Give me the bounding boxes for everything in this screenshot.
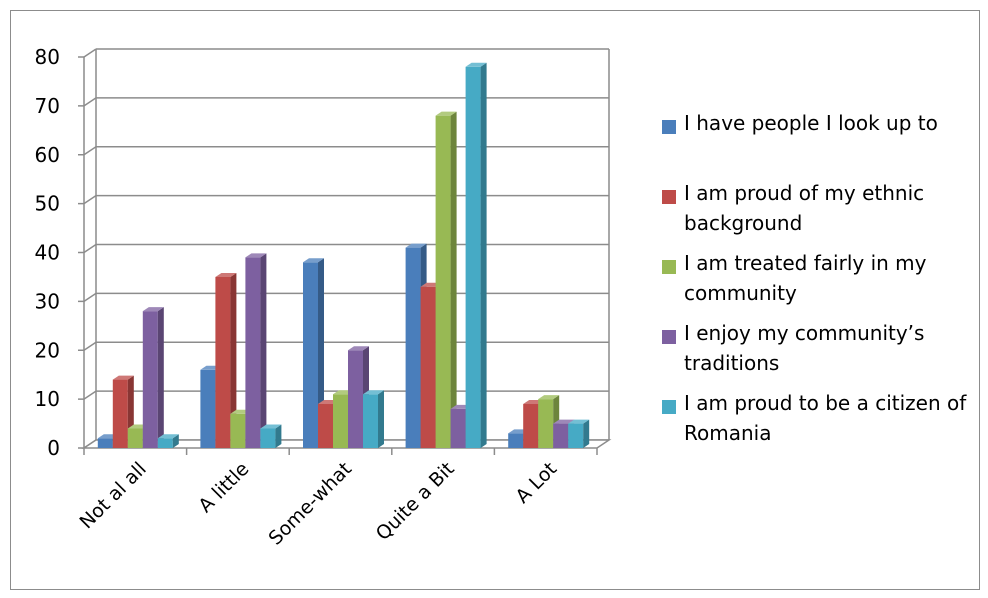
y-tick-label: 40: [35, 241, 60, 265]
y-tick-label: 0: [47, 436, 60, 460]
bar-side: [378, 390, 384, 448]
bar: [420, 286, 436, 448]
bar-top: [435, 111, 457, 116]
legend-item: I am proud to be a citizen of Romania: [662, 388, 982, 458]
bar: [112, 379, 128, 448]
legend-label: I have people I look up to: [684, 111, 938, 135]
y-tick-label: 70: [35, 94, 60, 118]
legend-label: I am proud of my ethnic background: [684, 181, 925, 235]
bar: [435, 115, 451, 449]
bar: [553, 423, 569, 448]
bar: [523, 404, 539, 448]
bar: [465, 66, 481, 449]
bar-top: [157, 434, 179, 439]
bar: [215, 276, 231, 448]
x-tick-label: Some-what: [265, 458, 357, 550]
bar-top: [142, 307, 164, 312]
bar-top: [553, 419, 575, 424]
bar: [538, 399, 554, 448]
bar-side: [275, 424, 282, 448]
bar-top: [303, 258, 324, 263]
legend-swatch: [662, 260, 676, 274]
bar: [230, 413, 246, 448]
bar-top: [245, 253, 267, 258]
legend: I have people I look up to I am proud of…: [662, 108, 982, 458]
bar-side: [318, 258, 324, 448]
bar-top: [465, 62, 487, 67]
chart-frame: [10, 10, 980, 590]
y-tick-label: 50: [35, 192, 60, 216]
side-gridline: [83, 243, 97, 254]
bar-top: [112, 375, 134, 380]
bar: [97, 438, 113, 448]
bar: [127, 428, 143, 448]
x-tick-label: A Lot: [511, 458, 561, 508]
bar: [348, 350, 363, 448]
y-tick-label: 30: [35, 289, 60, 313]
bar-side: [583, 419, 590, 448]
side-gridline: [83, 48, 97, 58]
bar-side: [260, 253, 267, 448]
legend-item: I enjoy my community’s traditions: [662, 318, 982, 388]
bar: [303, 262, 318, 448]
bar: [245, 257, 261, 448]
bar: [568, 423, 584, 448]
bar-side: [480, 62, 487, 449]
bar-side: [172, 434, 179, 448]
bar-top: [363, 390, 384, 395]
legend-swatch: [662, 120, 676, 134]
legend-label: I enjoy my community’s traditions: [684, 321, 925, 375]
legend-swatch: [662, 330, 676, 344]
side-gridline: [83, 195, 97, 205]
bar: [260, 428, 276, 448]
side-gridline: [83, 97, 97, 107]
side-gridline: [83, 292, 97, 302]
bar-top: [348, 346, 369, 351]
bar-side: [450, 111, 457, 449]
y-tick-label: 80: [35, 45, 60, 69]
bar-side: [157, 307, 164, 448]
side-gridline: [83, 390, 97, 400]
bar-top: [405, 243, 427, 248]
x-tick-label: Quite a Bit: [372, 458, 459, 545]
bar-top: [538, 395, 560, 400]
legend-label: I am proud to be a citizen of Romania: [684, 391, 967, 445]
x-tick-label: Not al all: [76, 458, 151, 533]
legend-swatch: [662, 400, 676, 414]
y-tick-label: 10: [35, 387, 60, 411]
bar: [363, 394, 378, 448]
x-tick-label: A little: [194, 458, 253, 517]
bar: [450, 408, 466, 448]
legend-item: I am treated fairly in my community: [662, 248, 982, 318]
bar-top: [215, 272, 237, 277]
bar-top: [260, 424, 282, 429]
y-tick-label: 20: [35, 338, 60, 362]
bar: [508, 433, 524, 448]
side-gridline: [83, 341, 97, 351]
bar: [318, 404, 333, 448]
legend-item: I have people I look up to: [662, 108, 982, 178]
bar: [405, 247, 421, 448]
legend-label: I am treated fairly in my community: [684, 251, 927, 305]
bar: [157, 438, 173, 448]
bar: [142, 311, 158, 448]
legend-item: I am proud of my ethnic background: [662, 178, 982, 248]
bar-side: [230, 272, 237, 448]
bar-top: [568, 419, 590, 424]
side-gridline: [83, 146, 97, 156]
y-tick-label: 60: [35, 143, 60, 167]
bar: [333, 394, 348, 448]
bar: [200, 369, 216, 448]
legend-swatch: [662, 190, 676, 204]
